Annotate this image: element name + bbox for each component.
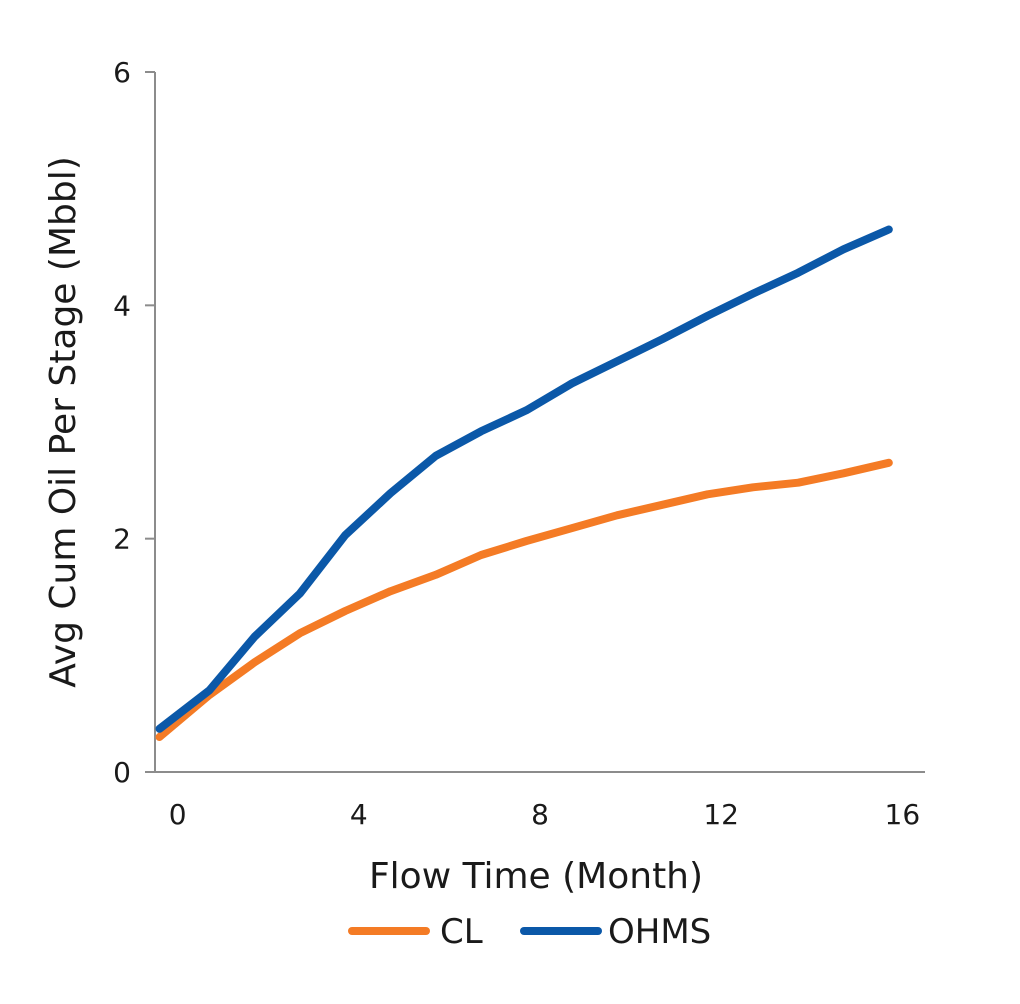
series-line-cl xyxy=(155,458,893,741)
x-ticks: 0 4 8 12 16 xyxy=(169,798,920,831)
chart-axes xyxy=(145,72,925,773)
x-axis-title: Flow Time (Month) xyxy=(369,856,703,897)
y-tick-label: 6 xyxy=(113,56,131,89)
legend: CL OHMS xyxy=(348,912,711,952)
legend-label-cl: CL xyxy=(440,912,483,952)
y-tick-label: 4 xyxy=(113,289,131,322)
series-line-ohms xyxy=(155,225,893,733)
series-group xyxy=(155,225,893,741)
x-tick-label: 4 xyxy=(350,798,368,831)
y-ticks: 0 2 4 6 xyxy=(113,56,155,789)
x-tick-label: 16 xyxy=(885,798,921,831)
legend-item-ohms: OHMS xyxy=(520,912,711,952)
y-tick-label: 0 xyxy=(113,756,131,789)
y-axis-title: Avg Cum Oil Per Stage (Mbbl) xyxy=(43,156,84,688)
x-tick-label: 0 xyxy=(169,798,187,831)
x-tick-label: 12 xyxy=(703,798,739,831)
legend-label-ohms: OHMS xyxy=(608,912,711,952)
x-tick-label: 8 xyxy=(531,798,549,831)
legend-item-cl: CL xyxy=(348,912,483,952)
y-tick-label: 2 xyxy=(113,523,131,556)
